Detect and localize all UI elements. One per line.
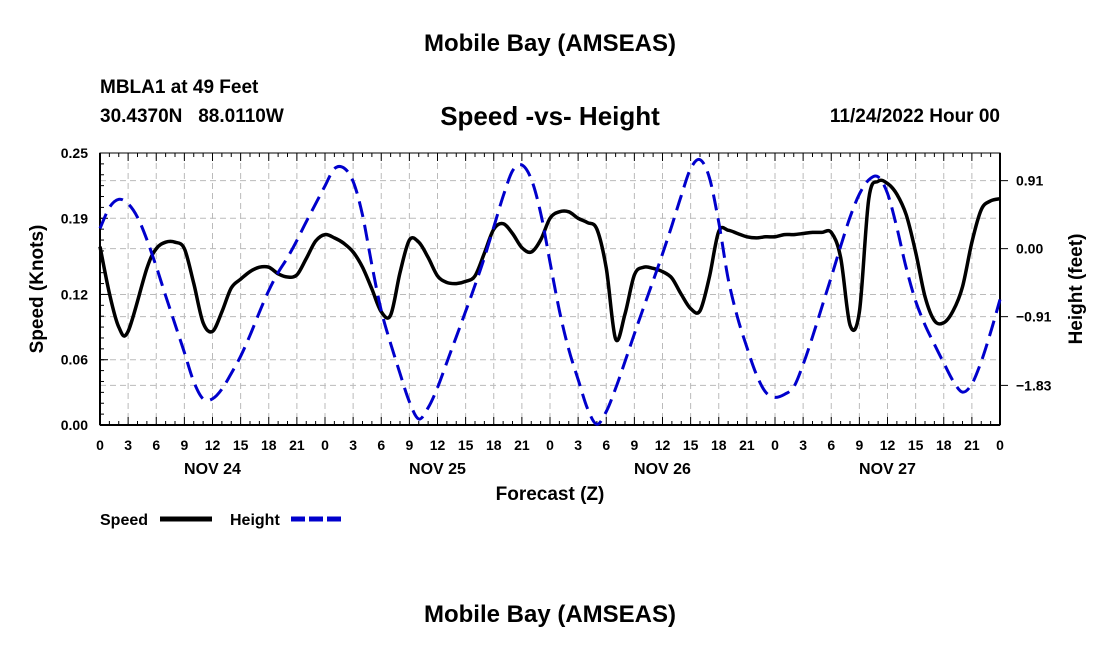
chart-title: Speed -vs- Height — [440, 101, 660, 131]
y-right-tick-label: −0.91 — [1016, 309, 1052, 325]
x-tick-label: 18 — [936, 437, 952, 453]
x-tick-label: 0 — [996, 437, 1004, 453]
x-tick-label: 12 — [655, 437, 671, 453]
x-tick-label: 3 — [574, 437, 582, 453]
day-label: NOV 27 — [859, 461, 916, 478]
x-tick-label: 9 — [630, 437, 638, 453]
page-title: Mobile Bay (AMSEAS) — [423, 30, 677, 57]
y-left-tick-label: 0.06 — [61, 352, 88, 368]
y-right-tick-label: 0.91 — [1016, 173, 1043, 189]
x-tick-label: 15 — [683, 437, 699, 453]
footer-title: Mobile Bay (AMSEAS) — [423, 601, 677, 628]
x-tick-label: 15 — [233, 437, 249, 453]
x-tick-label: 0 — [771, 437, 779, 453]
series-speed-line — [98, 178, 1001, 343]
y-left-tick-label: 0.19 — [61, 210, 88, 226]
y-axis-left-title: Speed (Knots) — [27, 225, 48, 354]
x-tick-label: 18 — [711, 437, 727, 453]
x-tick-label: 6 — [602, 437, 610, 453]
forecast-time: 11/24/2022 Hour 00 — [829, 106, 1000, 127]
y-left-tick-label: 0.00 — [61, 417, 88, 433]
legend-height-label: Height — [230, 512, 280, 529]
x-tick-label: 18 — [261, 437, 277, 453]
y-left-tick-label: 0.25 — [61, 145, 88, 161]
x-tick-label: 12 — [880, 437, 896, 453]
x-tick-label: 15 — [458, 437, 474, 453]
x-tick-label: 3 — [349, 437, 357, 453]
day-label: NOV 26 — [634, 461, 691, 478]
series-height-line — [98, 157, 1002, 426]
x-tick-label: 6 — [377, 437, 385, 453]
x-tick-label: 9 — [180, 437, 188, 453]
x-tick-label: 9 — [405, 437, 413, 453]
x-tick-label: 9 — [855, 437, 863, 453]
x-tick-label: 6 — [152, 437, 160, 453]
x-tick-label: 6 — [827, 437, 835, 453]
x-tick-label: 18 — [486, 437, 502, 453]
x-tick-label: 12 — [430, 437, 446, 453]
x-tick-label: 21 — [289, 437, 305, 453]
x-tick-label: 0 — [96, 437, 104, 453]
day-label: NOV 24 — [184, 461, 241, 478]
x-axis-title: Forecast (Z) — [496, 484, 605, 505]
x-tick-label: 21 — [964, 437, 980, 453]
x-tick-label: 0 — [546, 437, 554, 453]
station-name: MBLA1 at 49 Feet — [100, 77, 259, 98]
x-tick-label: 3 — [124, 437, 132, 453]
x-tick-label: 3 — [799, 437, 807, 453]
day-label: NOV 25 — [409, 461, 466, 478]
x-tick-label: 12 — [205, 437, 221, 453]
station-coordinates: 30.4370N 88.0110W — [100, 106, 284, 127]
legend-speed-label: Speed — [100, 512, 148, 529]
y-axis-right-title: Height (feet) — [1066, 234, 1087, 345]
x-tick-label: 21 — [514, 437, 530, 453]
x-tick-label: 15 — [908, 437, 924, 453]
y-right-tick-label: 0.00 — [1016, 241, 1043, 257]
y-left-tick-label: 0.12 — [61, 286, 88, 302]
y-right-tick-label: −1.83 — [1016, 377, 1052, 393]
x-tick-label: 0 — [321, 437, 329, 453]
x-tick-label: 21 — [739, 437, 755, 453]
